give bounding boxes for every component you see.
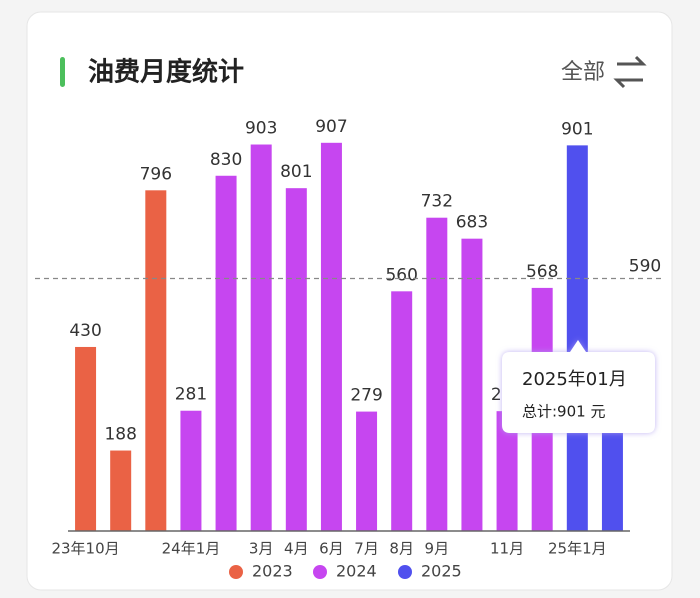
x-tick-label: 23年10月 (51, 540, 119, 558)
x-tick-label: 24年1月 (162, 540, 221, 558)
card-title: 油费月度统计 (88, 57, 244, 88)
bar (461, 238, 483, 531)
x-tick-label: 3月 (249, 540, 274, 558)
title-accent (60, 57, 65, 87)
switch-icon[interactable] (613, 55, 647, 89)
bar-value-label: 732 (421, 192, 453, 212)
bar-value-label: 568 (526, 262, 558, 282)
tooltip-text: 总计:901 元 (522, 403, 605, 421)
x-tick-label: 11月 (490, 540, 524, 558)
bar-value-label: 903 (245, 119, 277, 139)
bar-value-label: 560 (385, 265, 417, 285)
x-tick-label: 25年1月 (548, 540, 607, 558)
bar-value-label: 279 (350, 386, 382, 406)
bar (145, 190, 167, 531)
legend-label: 2025 (421, 562, 462, 581)
bar-value-label: 801 (280, 162, 312, 182)
legend-swatch (313, 565, 327, 579)
x-tick-label: 6月 (319, 540, 344, 558)
legend-swatch (229, 565, 243, 579)
legend-label: 2024 (336, 562, 377, 581)
x-tick-label: 8月 (389, 540, 414, 558)
bar (285, 188, 307, 531)
x-tick-label: 7月 (354, 540, 379, 558)
bar (496, 411, 518, 531)
x-tick-label: 4月 (284, 540, 309, 558)
bar (601, 428, 623, 531)
average-label: 590 (629, 256, 661, 276)
bar (356, 411, 378, 531)
bar-value-label: 281 (175, 385, 207, 405)
bar-value-label: 907 (315, 117, 347, 137)
bar (75, 346, 97, 531)
tooltip-title: 2025年01月 (522, 369, 627, 390)
plot: 4301887962818309038019072795607326832805… (35, 117, 665, 581)
bar (180, 410, 202, 531)
bar-value-label: 430 (69, 321, 101, 341)
x-tick-label: 9月 (425, 540, 450, 558)
bar (110, 450, 132, 531)
tooltip: 2025年01月 总计:901 元 (502, 340, 655, 433)
tooltip-box (502, 340, 655, 433)
bar-value-label: 796 (140, 164, 172, 184)
bar (426, 217, 448, 532)
bar (250, 144, 272, 532)
bar-value-label: 901 (561, 119, 593, 139)
bar-value-label: 188 (104, 425, 136, 445)
bar (391, 291, 413, 531)
filter-button[interactable]: 全部 (561, 60, 605, 85)
bar-value-label: 830 (210, 150, 242, 170)
bar-value-label: 683 (456, 213, 488, 233)
bar (215, 175, 237, 531)
bar (320, 142, 342, 531)
legend-label: 2023 (252, 562, 293, 581)
bar (566, 145, 588, 531)
legend-swatch (398, 565, 412, 579)
